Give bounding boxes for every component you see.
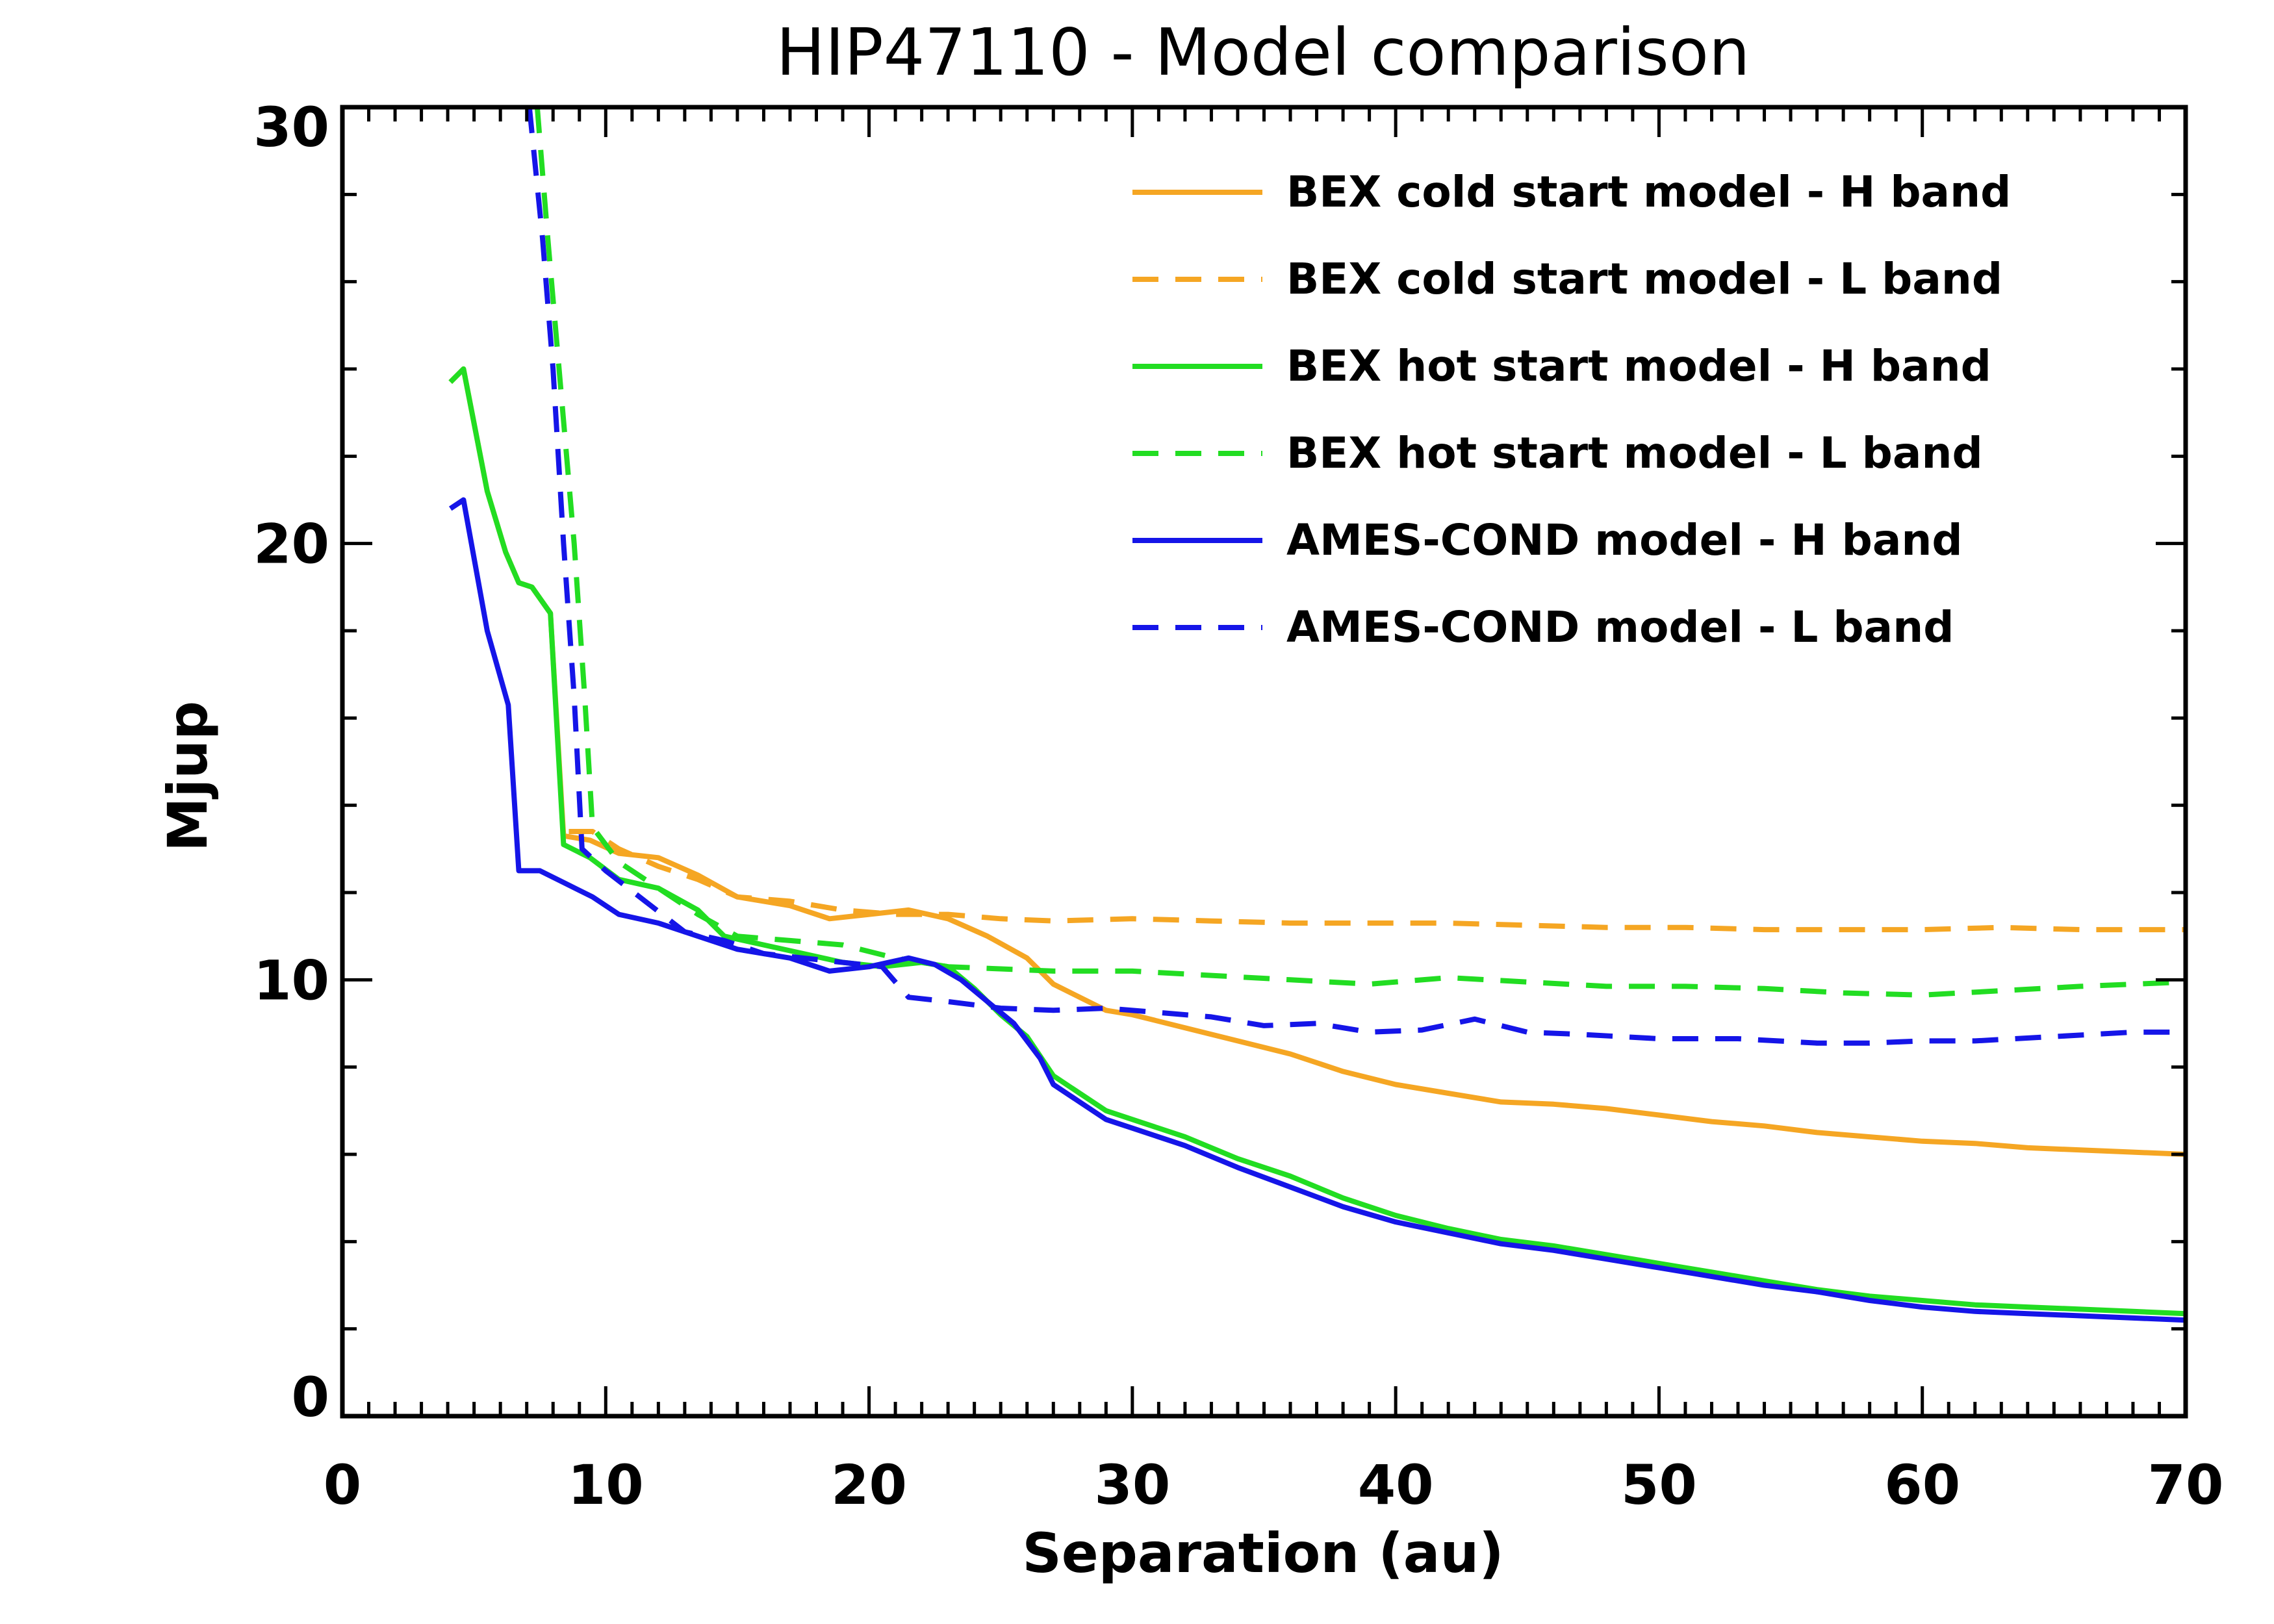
y-tick-label: 10 <box>253 948 329 1012</box>
series-line-1 <box>448 366 2186 1157</box>
series-line-2 <box>568 829 2186 933</box>
x-tick-label: 30 <box>1094 1453 1170 1517</box>
legend: BEX cold start model - H band BEX cold st… <box>1132 167 2011 652</box>
series-line-5 <box>448 497 2186 1323</box>
legend-label: AMES-COND model - L band <box>1286 602 1954 652</box>
x-tick-label: 40 <box>1358 1453 1434 1517</box>
x-tick-label: 70 <box>2148 1453 2224 1517</box>
legend-label: BEX hot start model - L band <box>1286 428 1983 478</box>
series-line-6 <box>526 107 2186 1046</box>
legend-label: BEX cold start model - L band <box>1286 254 2002 304</box>
ticks-layer: 0 10 20 30 40 50 60 70 0 10 20 30 <box>253 95 2223 1517</box>
y-tick-label: 30 <box>253 95 329 159</box>
chart-title: HIP47110 - Model comparison <box>776 14 1750 90</box>
y-tick-label: 20 <box>253 513 329 576</box>
legend-label: AMES-COND model - H band <box>1286 515 1963 565</box>
legend-item-4: BEX hot start model - L band <box>1132 428 1983 478</box>
series-layer <box>448 107 2186 1323</box>
legend-item-1: BEX cold start model - H band <box>1132 167 2011 217</box>
legend-item-3: BEX hot start model - H band <box>1132 341 1991 391</box>
x-tick-label: 60 <box>1884 1453 1960 1517</box>
y-tick-label: 0 <box>292 1365 329 1429</box>
legend-item-5: AMES-COND model - H band <box>1132 515 1963 565</box>
legend-label: BEX hot start model - H band <box>1286 341 1991 391</box>
x-tick-label: 0 <box>324 1453 361 1517</box>
x-axis-label: Separation (au) <box>1022 1521 1503 1585</box>
legend-label: BEX cold start model - H band <box>1286 167 2011 217</box>
y-axis-label: Mjup <box>156 701 220 852</box>
legend-item-2: BEX cold start model - L band <box>1132 254 2002 304</box>
series-line-4 <box>534 107 2186 998</box>
series-line-3 <box>448 366 2186 1317</box>
legend-item-6: AMES-COND model - L band <box>1132 602 1954 652</box>
plot-frame <box>340 105 2188 1419</box>
x-tick-label: 10 <box>568 1453 644 1517</box>
x-tick-label: 50 <box>1621 1453 1697 1517</box>
x-tick-label: 20 <box>831 1453 907 1517</box>
